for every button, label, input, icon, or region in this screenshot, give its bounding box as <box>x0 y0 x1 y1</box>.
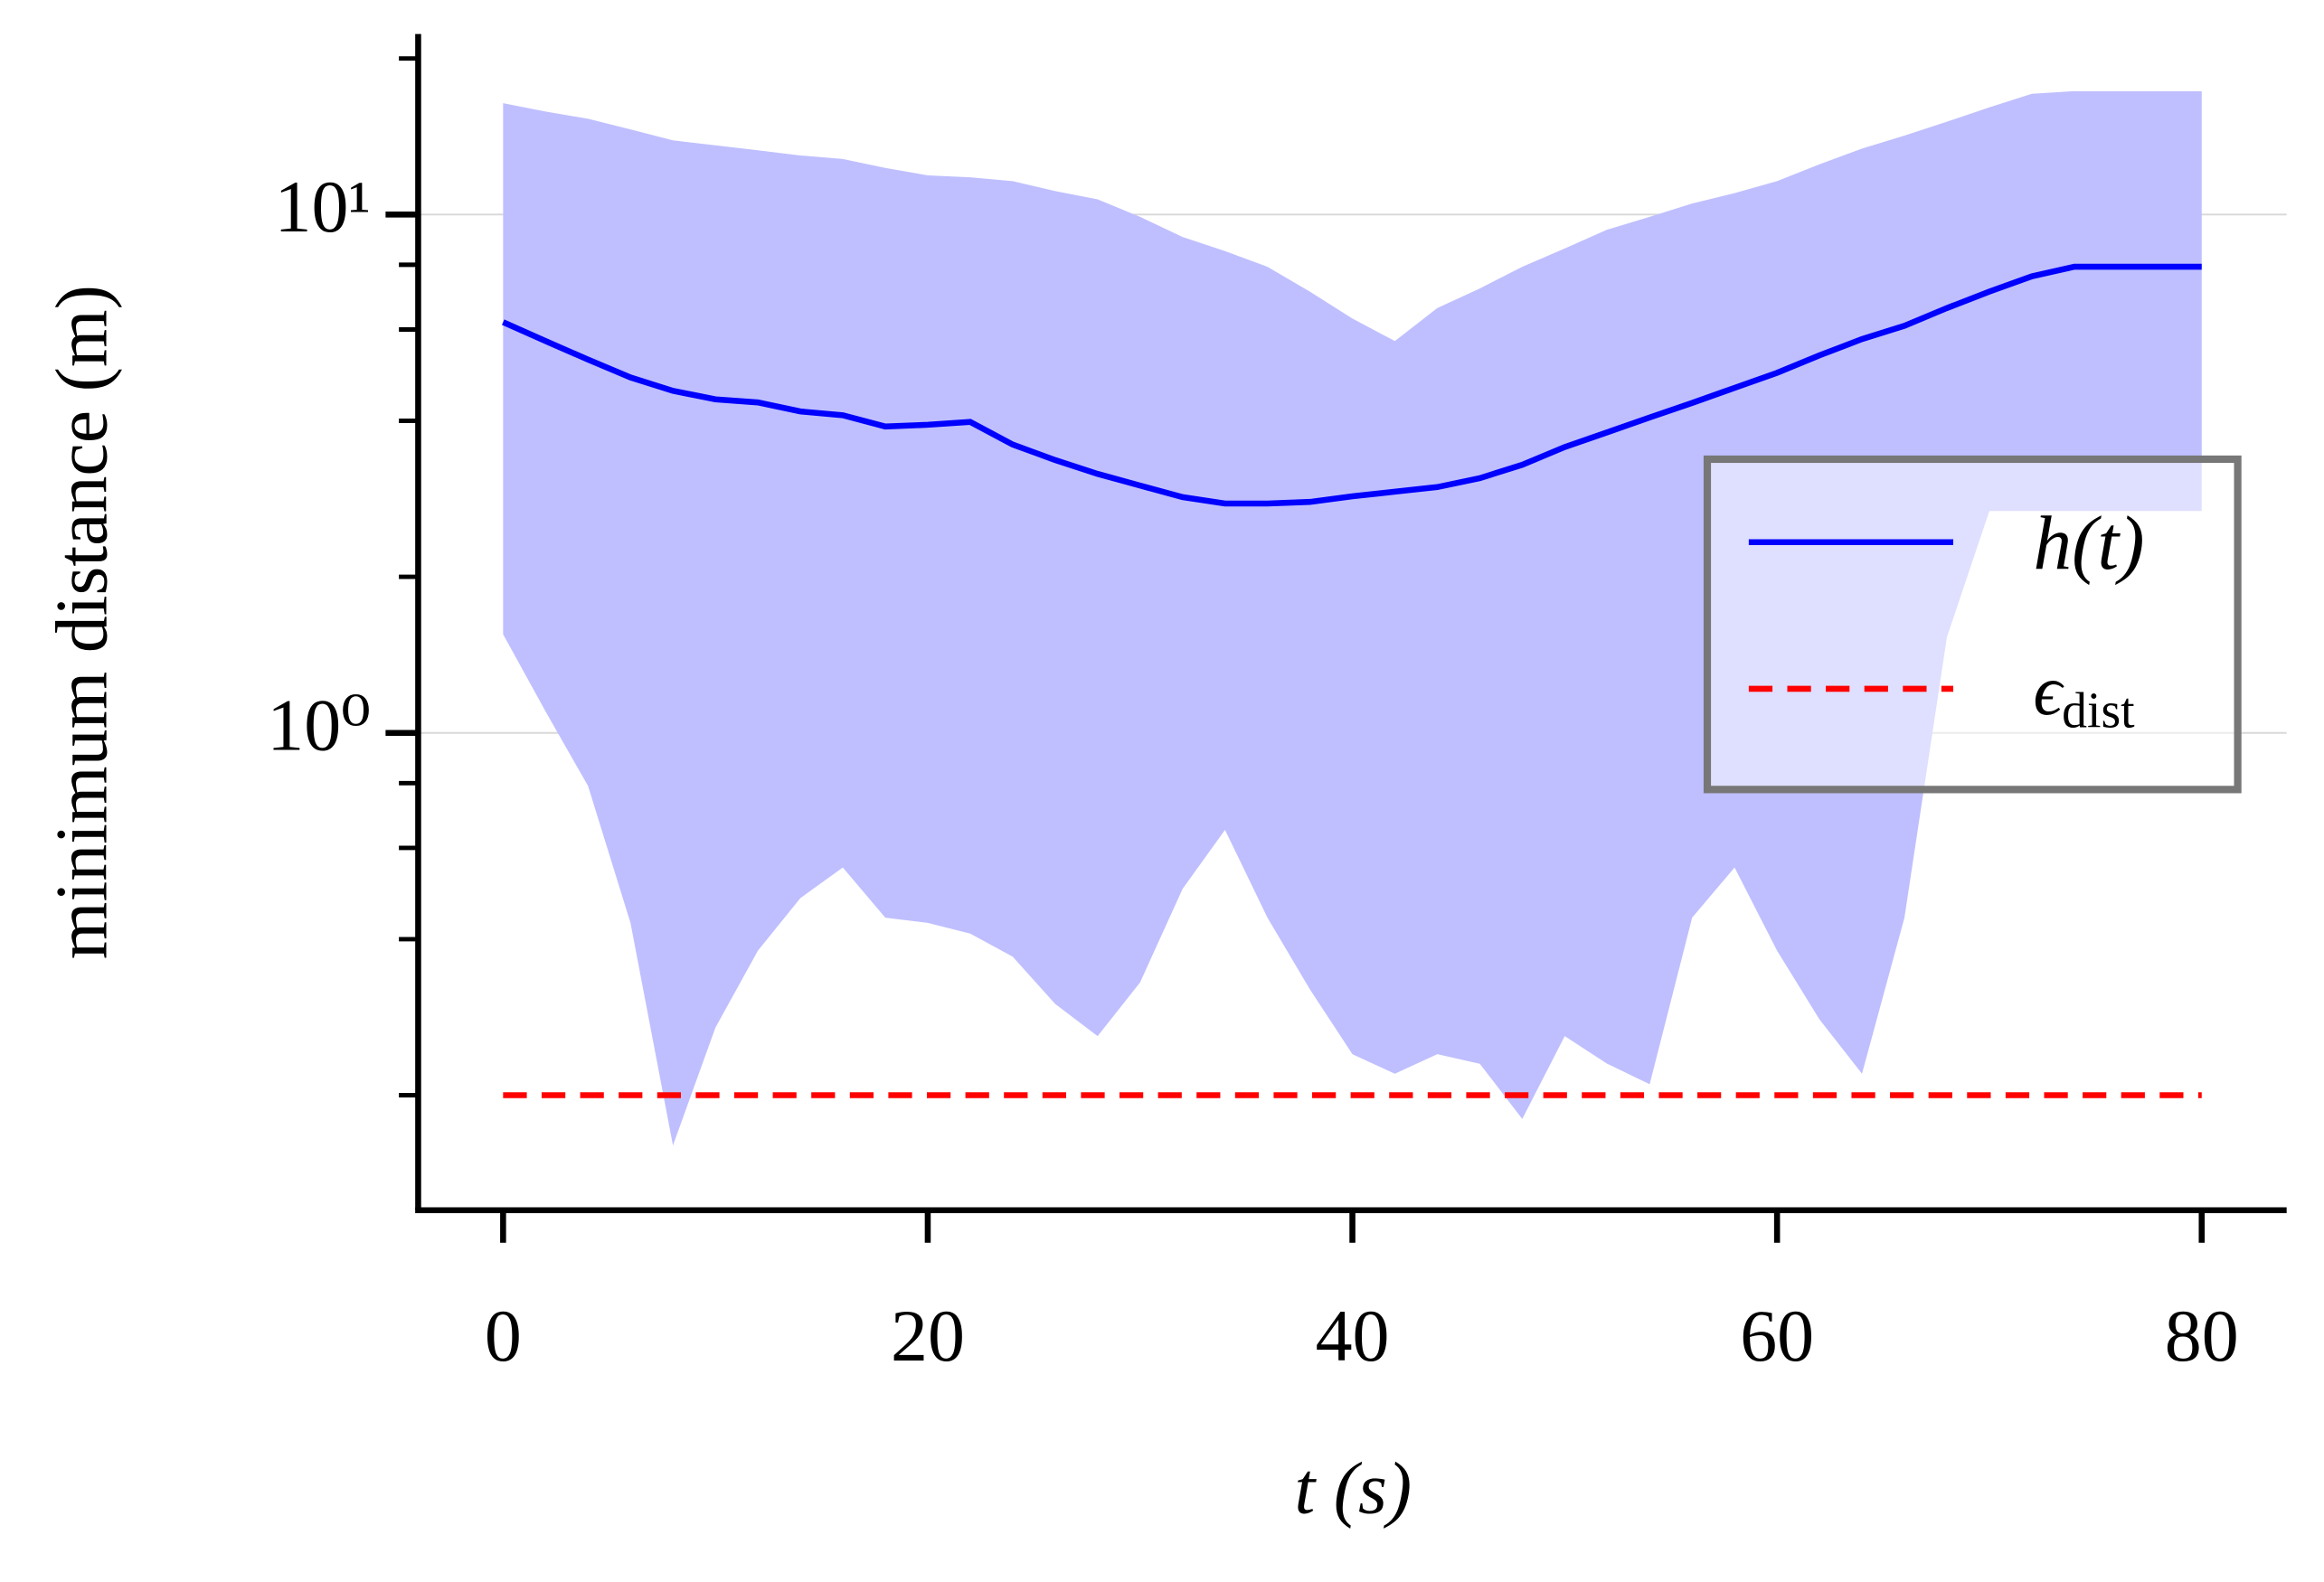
x-tick-label: 80 <box>2165 1295 2239 1377</box>
x-tick-label: 20 <box>891 1295 965 1377</box>
x-axis-label: t (s) <box>1295 1447 1412 1530</box>
x-tick-label: 0 <box>485 1295 522 1377</box>
legend-box <box>1703 455 2242 794</box>
legend-label-part: ϵ <box>2033 652 2064 730</box>
x-tick-label: 40 <box>1316 1295 1390 1377</box>
band-area <box>503 90 2202 1146</box>
series-line <box>502 263 2202 507</box>
y-axis-label: minimum distance (m) <box>40 285 122 959</box>
x-tick-label: 60 <box>1740 1295 1814 1377</box>
legend-label: ϵdist <box>2033 652 2135 739</box>
y-tick-label: 10⁰ <box>267 684 371 767</box>
y-tick-label: 10¹ <box>275 165 371 248</box>
legend-label-part: dist <box>2062 683 2135 739</box>
legend-label: h(t) <box>2033 501 2144 586</box>
